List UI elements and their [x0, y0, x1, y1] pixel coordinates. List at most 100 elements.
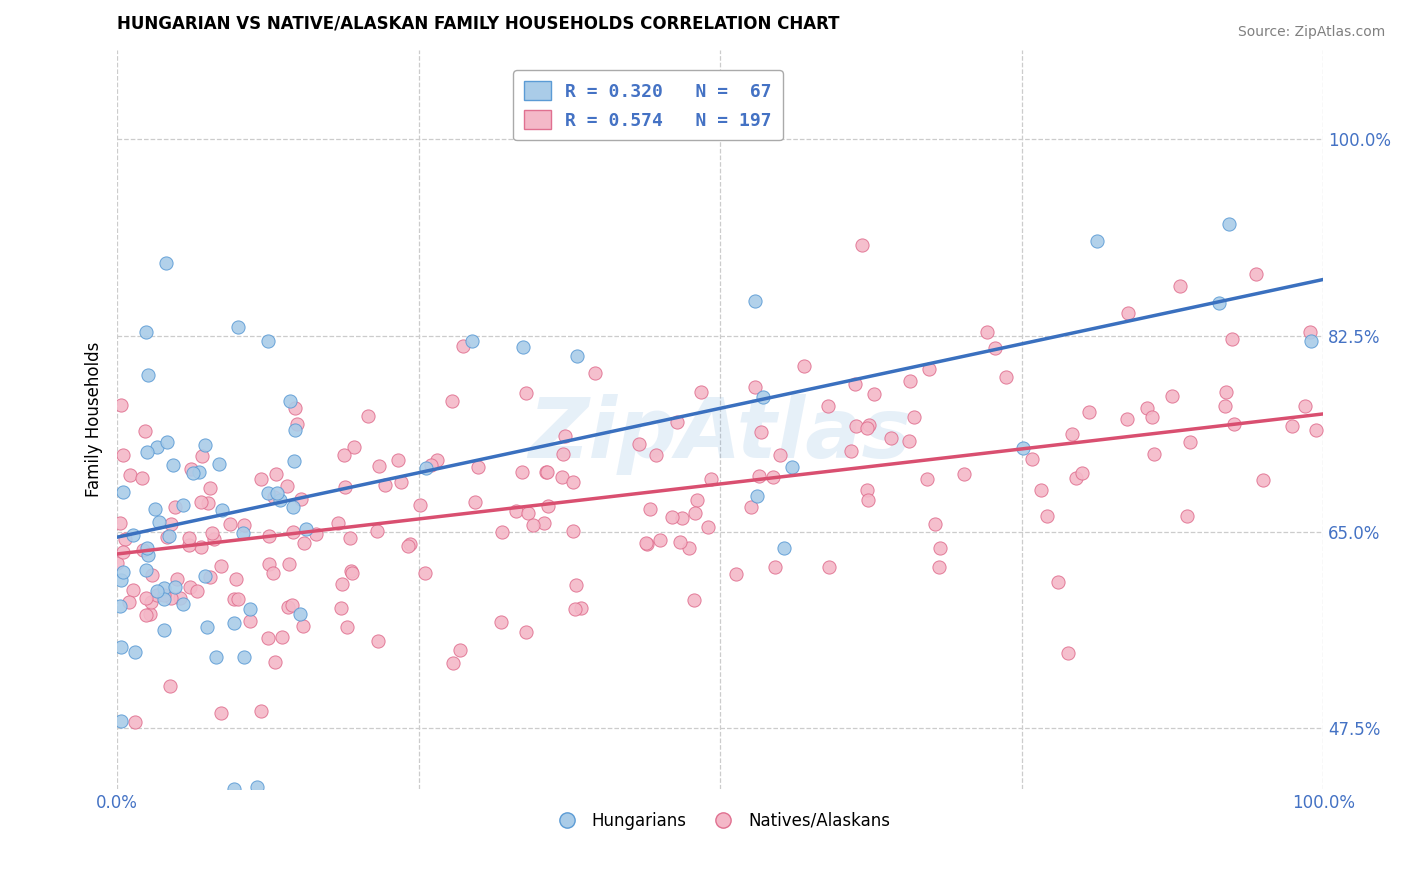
Point	[1175, 509, 1198, 524]
Point	[700, 472, 723, 486]
Point	[112, 545, 135, 559]
Point	[565, 578, 588, 592]
Point	[218, 516, 240, 531]
Point	[515, 385, 537, 400]
Point	[145, 440, 167, 454]
Point	[143, 502, 166, 516]
Point	[146, 588, 169, 602]
Point	[111, 565, 134, 579]
Point	[332, 448, 354, 462]
Point	[190, 540, 212, 554]
Point	[145, 583, 167, 598]
Point	[995, 370, 1018, 384]
Point	[367, 458, 389, 473]
Point	[683, 506, 706, 520]
Point	[259, 529, 281, 543]
Point	[1215, 385, 1237, 400]
Point	[1299, 334, 1322, 349]
Point	[190, 449, 212, 463]
Point	[1213, 399, 1236, 413]
Point	[441, 393, 464, 408]
Point	[917, 472, 939, 486]
Point	[257, 486, 280, 500]
Point	[441, 656, 464, 670]
Point	[165, 500, 187, 514]
Point	[194, 438, 217, 452]
Point	[292, 535, 315, 549]
Point	[222, 592, 245, 607]
Point	[724, 566, 747, 581]
Point	[374, 478, 396, 492]
Point	[131, 471, 153, 485]
Point	[270, 630, 292, 644]
Point	[1057, 646, 1080, 660]
Point	[122, 528, 145, 542]
Point	[118, 595, 141, 609]
Point	[685, 493, 707, 508]
Point	[924, 516, 946, 531]
Point	[515, 624, 537, 639]
Point	[114, 532, 136, 546]
Point	[156, 435, 179, 450]
Point	[222, 615, 245, 630]
Point	[155, 256, 177, 270]
Point	[1136, 401, 1159, 416]
Point	[226, 320, 249, 334]
Point	[153, 581, 176, 595]
Point	[683, 592, 706, 607]
Point	[262, 566, 284, 580]
Legend: Hungarians, Natives/Alaskans: Hungarians, Natives/Alaskans	[543, 805, 897, 837]
Point	[855, 483, 877, 497]
Point	[464, 495, 486, 509]
Point	[283, 500, 305, 514]
Point	[277, 558, 299, 572]
Point	[534, 465, 557, 479]
Point	[863, 386, 886, 401]
Point	[505, 504, 527, 518]
Point	[256, 631, 278, 645]
Point	[263, 656, 285, 670]
Point	[387, 453, 409, 467]
Point	[744, 380, 766, 394]
Point	[1218, 217, 1240, 231]
Point	[266, 467, 288, 482]
Point	[1021, 451, 1043, 466]
Point	[1299, 326, 1322, 340]
Point	[426, 452, 449, 467]
Point	[399, 537, 422, 551]
Point	[638, 502, 661, 516]
Point	[976, 325, 998, 339]
Point	[336, 620, 359, 634]
Point	[554, 429, 576, 443]
Point	[1087, 234, 1109, 248]
Point	[305, 527, 328, 541]
Point	[269, 493, 291, 508]
Point	[562, 524, 585, 538]
Point	[110, 516, 132, 530]
Point	[153, 591, 176, 606]
Point	[415, 460, 437, 475]
Point	[276, 479, 298, 493]
Point	[197, 496, 219, 510]
Point	[207, 457, 229, 471]
Point	[200, 570, 222, 584]
Point	[148, 515, 170, 529]
Y-axis label: Family Households: Family Households	[86, 342, 103, 497]
Point	[752, 391, 775, 405]
Point	[266, 485, 288, 500]
Point	[1170, 278, 1192, 293]
Point	[666, 415, 689, 429]
Point	[898, 374, 921, 388]
Point	[222, 782, 245, 797]
Point	[1305, 423, 1327, 437]
Point	[181, 466, 204, 480]
Point	[211, 559, 233, 574]
Point	[249, 472, 271, 486]
Point	[551, 447, 574, 461]
Point	[413, 566, 436, 581]
Point	[1116, 305, 1139, 319]
Point	[326, 516, 349, 531]
Point	[135, 325, 157, 339]
Point	[330, 576, 353, 591]
Point	[1077, 405, 1099, 419]
